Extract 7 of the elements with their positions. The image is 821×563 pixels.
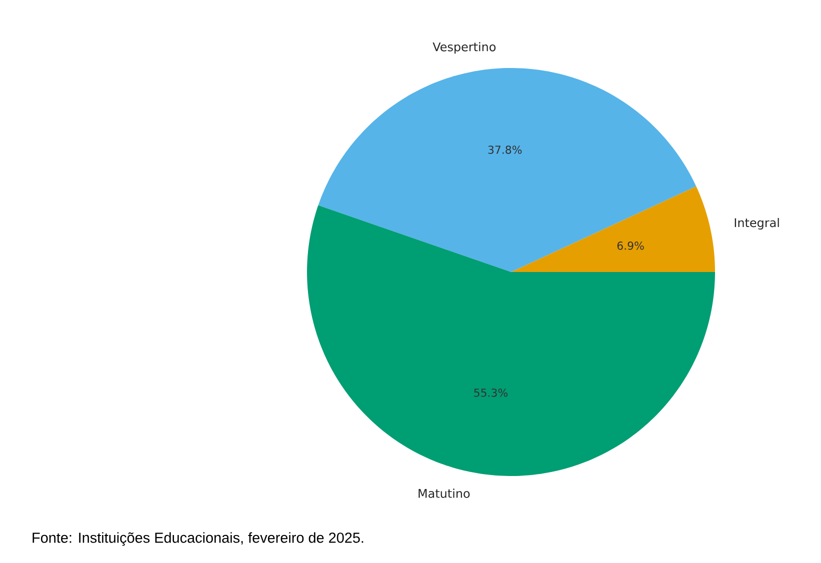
slice-label: Integral	[734, 218, 779, 230]
data-label: 6.9%	[617, 242, 644, 250]
source-note: Fonte: Instituições Educacionais, fevereiro de 2025.	[32, 532, 364, 546]
data-label: 37.8%	[488, 146, 522, 154]
slice-label: Vespertino	[432, 42, 496, 54]
data-label: 55.3%	[474, 388, 508, 397]
slice-label: Matutino	[418, 488, 470, 498]
